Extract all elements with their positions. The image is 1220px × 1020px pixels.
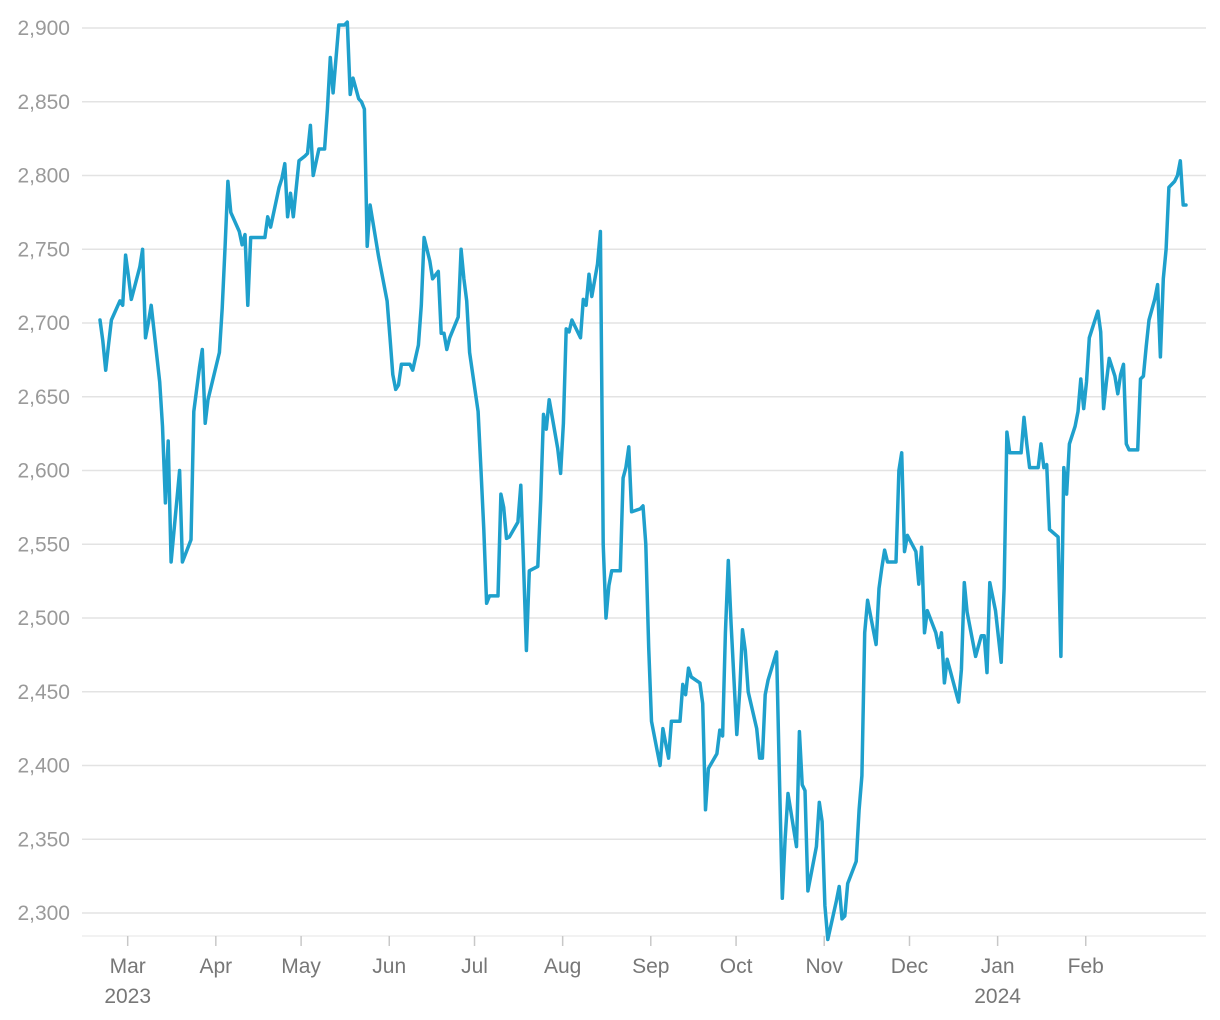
y-tick-label: 2,400 (17, 755, 70, 778)
y-tick-label: 2,300 (17, 902, 70, 925)
x-axis-tick-labels: Mar 2023 Apr May Jun Jul Aug Sep Oct Nov Dec Jan 202… (104, 936, 1104, 1008)
y-tick-label: 2,750 (17, 238, 70, 261)
y-tick-label: 2,700 (17, 312, 70, 335)
y-tick-label: 2,550 (17, 533, 70, 556)
y-tick-label: 2,650 (17, 386, 70, 409)
y-tick-label: 2,350 (17, 828, 70, 851)
x-tick-label: Mar (110, 955, 146, 978)
x-tick-year-label: 2023 (104, 985, 151, 1008)
x-tick-label: May (281, 955, 321, 978)
x-tick-label: Jan (981, 955, 1015, 978)
y-tick-label: 2,500 (17, 607, 70, 630)
y-tick-label: 2,450 (17, 681, 70, 704)
x-tick-label: Apr (199, 955, 232, 978)
y-axis-tick-labels: 2,300 2,350 2,400 2,450 2,500 2,550 2,600 2,650… (17, 17, 70, 925)
x-tick-label: Jun (372, 955, 406, 978)
y-tick-label: 2,900 (17, 17, 70, 40)
y-tick-label: 2,600 (17, 460, 70, 483)
x-tick-label: Oct (720, 955, 753, 978)
x-tick-year-label: 2024 (974, 985, 1021, 1008)
x-tick-label: Aug (544, 955, 581, 978)
x-tick-label: Sep (632, 955, 669, 978)
y-tick-label: 2,800 (17, 165, 70, 188)
grid-lines (82, 27, 1206, 937)
x-tick-label: Jul (461, 955, 488, 978)
series-layer (98, 20, 1188, 942)
series-line (98, 20, 1188, 942)
y-tick-label: 2,850 (17, 91, 70, 114)
x-tick-label: Dec (891, 955, 928, 978)
x-tick-label: Nov (806, 955, 844, 978)
x-tick-label: Feb (1068, 955, 1104, 978)
